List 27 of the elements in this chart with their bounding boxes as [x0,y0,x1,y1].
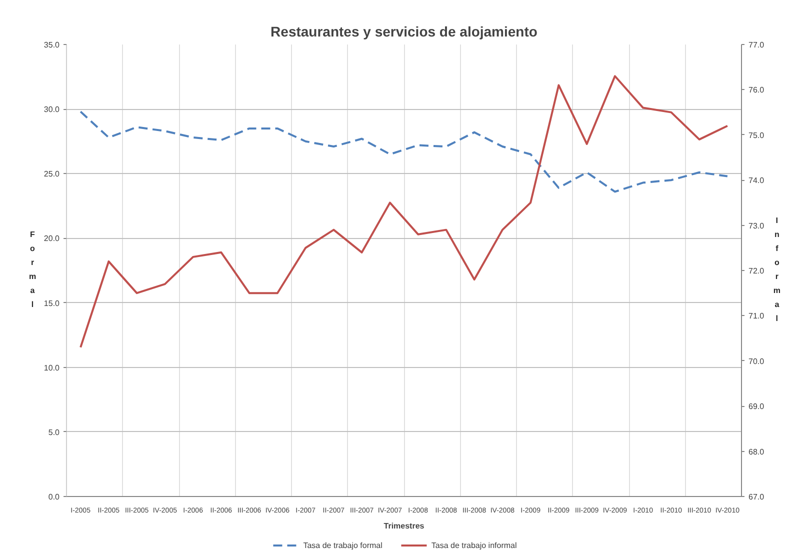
y2-tick-label: 68.0 [748,447,765,456]
y-tick-label: 35.0 [44,40,60,50]
chart-title: Restaurantes y servicios de alojamiento [270,24,538,40]
y-tick-label: 25.0 [44,170,60,179]
y2-tick-label: 67.0 [748,492,765,502]
y2-tick-label: 70.0 [748,356,765,366]
y-tick-label: 5.0 [48,428,60,437]
line-series [80,75,728,348]
y-axis-title: Formal [27,230,38,314]
y-tick-label: 0.0 [48,492,60,502]
y2-tick-label: 73.0 [748,221,765,230]
line-series [80,110,728,193]
y2-tick-label: 69.0 [748,402,765,412]
y-tick-label: 30.0 [44,105,60,114]
y2-tick-label: 75.0 [748,130,765,140]
x-axis-title: Trimestres [384,522,425,530]
legend-label: Tasa de trabajo formal [303,540,382,550]
y2-tick-label: 74.0 [748,176,765,186]
y2-axis-title: Informal [771,216,782,328]
y2-tick-label: 71.0 [748,312,765,321]
y2-tick-label: 76.0 [748,86,765,95]
y2-tick-label: 77.0 [748,40,765,50]
legend-label: Tasa de trabajo informal [431,540,517,550]
y-tick-label: 20.0 [44,234,60,244]
y-tick-label: 10.0 [44,363,60,372]
y-tick-label: 15.0 [44,298,60,308]
y2-tick-label: 72.0 [748,266,765,276]
